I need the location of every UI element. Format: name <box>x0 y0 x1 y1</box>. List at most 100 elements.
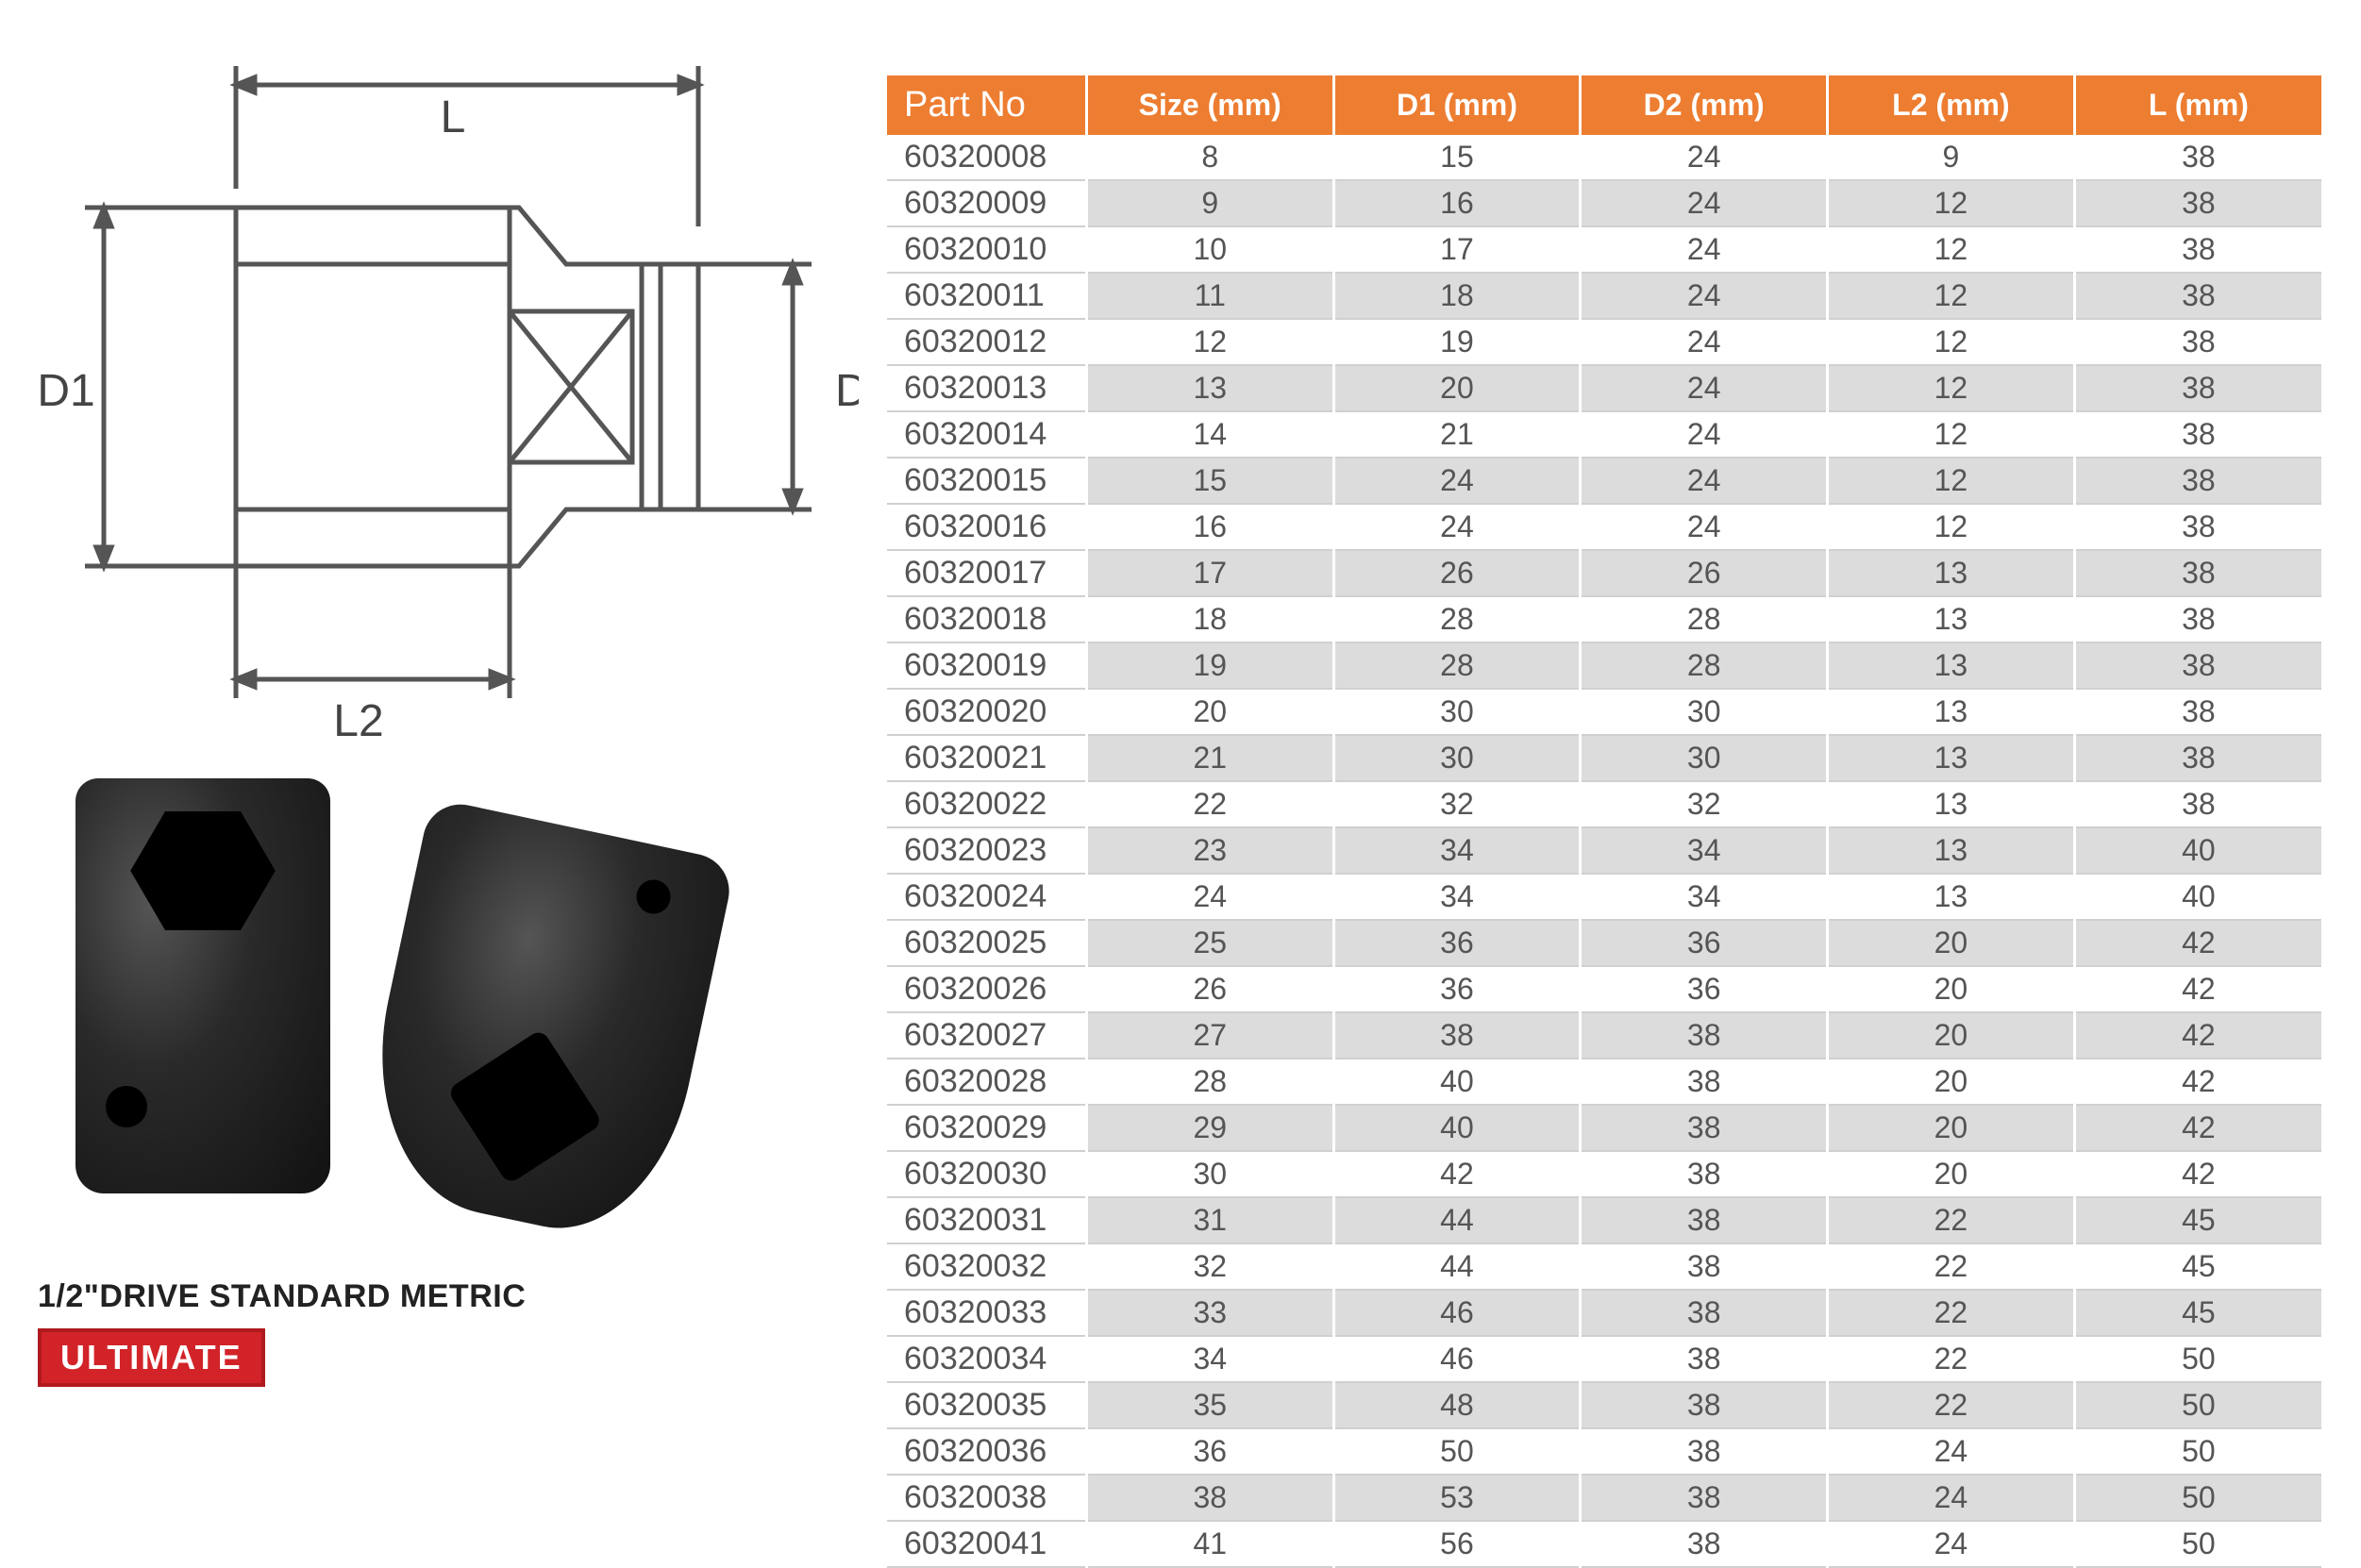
table-cell: 24 <box>1581 135 1828 180</box>
table-cell: 18 <box>1333 273 1581 319</box>
table-cell: 24 <box>1333 504 1581 550</box>
table-cell: 38 <box>2074 642 2321 689</box>
table-cell: 36 <box>1581 920 1828 966</box>
table-cell: 24 <box>1828 1521 2075 1567</box>
table-cell: 60320022 <box>887 781 1086 827</box>
table-cell: 30 <box>1581 735 1828 781</box>
table-row: 60320009916241238 <box>887 180 2321 226</box>
table-cell: 21 <box>1086 735 1333 781</box>
table-cell: 33 <box>1086 1290 1333 1336</box>
table-cell: 46 <box>1333 1290 1581 1336</box>
table-cell: 38 <box>2074 550 2321 596</box>
table-header-cell: Size (mm) <box>1086 75 1333 135</box>
table-cell: 28 <box>1333 642 1581 689</box>
table-cell: 38 <box>2074 689 2321 735</box>
table-cell: 60320035 <box>887 1382 1086 1428</box>
table-cell: 24 <box>1581 411 1828 458</box>
product-photo <box>38 759 859 1250</box>
table-header-row: Part NoSize (mm)D1 (mm)D2 (mm)L2 (mm)L (… <box>887 75 2321 135</box>
table-cell: 32 <box>1333 781 1581 827</box>
table-cell: 24 <box>1581 319 1828 365</box>
table-cell: 50 <box>1333 1428 1581 1475</box>
table-cell: 60320015 <box>887 458 1086 504</box>
table-cell: 60320016 <box>887 504 1086 550</box>
table-cell: 48 <box>1333 1382 1581 1428</box>
table-cell: 20 <box>1828 1012 2075 1059</box>
table-cell: 35 <box>1086 1382 1333 1428</box>
table-cell: 42 <box>2074 920 2321 966</box>
table-row: 603200353548382250 <box>887 1382 2321 1428</box>
table-row: 603200383853382450 <box>887 1475 2321 1521</box>
table-cell: 36 <box>1086 1428 1333 1475</box>
table-row: 603200121219241238 <box>887 319 2321 365</box>
table-header-cell: D1 (mm) <box>1333 75 1581 135</box>
table-cell: 38 <box>1086 1475 1333 1521</box>
table-cell: 12 <box>1828 411 2075 458</box>
table-row: 603200151524241238 <box>887 458 2321 504</box>
spec-table: Part NoSize (mm)D1 (mm)D2 (mm)L2 (mm)L (… <box>887 75 2321 1568</box>
table-cell: 8 <box>1086 135 1333 180</box>
table-cell: 40 <box>1333 1059 1581 1105</box>
table-cell: 60320013 <box>887 365 1086 411</box>
table-cell: 20 <box>1828 1059 2075 1105</box>
socket-photo-front <box>75 778 330 1193</box>
table-cell: 12 <box>1828 504 2075 550</box>
table-cell: 17 <box>1086 550 1333 596</box>
table-cell: 11 <box>1086 273 1333 319</box>
table-row: 603200333346382245 <box>887 1290 2321 1336</box>
table-cell: 16 <box>1086 504 1333 550</box>
table-cell: 60320020 <box>887 689 1086 735</box>
table-cell: 12 <box>1828 180 2075 226</box>
table-cell: 28 <box>1086 1059 1333 1105</box>
table-cell: 60320036 <box>887 1428 1086 1475</box>
table-header-cell: D2 (mm) <box>1581 75 1828 135</box>
table-row: 6032000881524938 <box>887 135 2321 180</box>
table-cell: 13 <box>1828 827 2075 874</box>
table-cell: 60320021 <box>887 735 1086 781</box>
table-row: 603200212130301338 <box>887 735 2321 781</box>
table-cell: 42 <box>2074 966 2321 1012</box>
table-cell: 60320014 <box>887 411 1086 458</box>
table-cell: 24 <box>1828 1428 2075 1475</box>
table-row: 603200101017241238 <box>887 226 2321 273</box>
table-row: 603200313144382245 <box>887 1197 2321 1243</box>
table-cell: 12 <box>1828 319 2075 365</box>
table-cell: 16 <box>1333 180 1581 226</box>
diagram-label-D1: D1 <box>38 366 95 416</box>
table-cell: 60320027 <box>887 1012 1086 1059</box>
table-cell: 44 <box>1333 1197 1581 1243</box>
table-header-cell: L2 (mm) <box>1828 75 2075 135</box>
table-cell: 12 <box>1086 319 1333 365</box>
table-row: 603200242434341340 <box>887 874 2321 920</box>
table-cell: 28 <box>1581 596 1828 642</box>
table-cell: 30 <box>1086 1151 1333 1197</box>
table-cell: 45 <box>2074 1197 2321 1243</box>
table-cell: 38 <box>1581 1197 1828 1243</box>
table-cell: 34 <box>1581 874 1828 920</box>
table-cell: 60320018 <box>887 596 1086 642</box>
table-cell: 32 <box>1086 1243 1333 1290</box>
table-cell: 41 <box>1086 1521 1333 1567</box>
table-cell: 46 <box>1333 1336 1581 1382</box>
table-cell: 24 <box>1581 226 1828 273</box>
table-cell: 60320010 <box>887 226 1086 273</box>
table-row: 603200131320241238 <box>887 365 2321 411</box>
table-cell: 28 <box>1581 642 1828 689</box>
table-cell: 38 <box>2074 273 2321 319</box>
table-cell: 38 <box>1581 1475 1828 1521</box>
table-cell: 60320028 <box>887 1059 1086 1105</box>
table-cell: 13 <box>1828 689 2075 735</box>
table-cell: 50 <box>2074 1336 2321 1382</box>
table-row: 603200292940382042 <box>887 1105 2321 1151</box>
table-cell: 42 <box>2074 1059 2321 1105</box>
table-cell: 53 <box>1333 1475 1581 1521</box>
product-title: 1/2"DRIVE STANDARD METRIC <box>38 1278 859 1315</box>
table-cell: 24 <box>1581 273 1828 319</box>
table-cell: 40 <box>1333 1105 1581 1151</box>
table-cell: 24 <box>1581 180 1828 226</box>
table-cell: 9 <box>1828 135 2075 180</box>
table-cell: 45 <box>2074 1243 2321 1290</box>
table-cell: 38 <box>2074 735 2321 781</box>
table-row: 603200414156382450 <box>887 1521 2321 1567</box>
table-cell: 38 <box>1581 1428 1828 1475</box>
